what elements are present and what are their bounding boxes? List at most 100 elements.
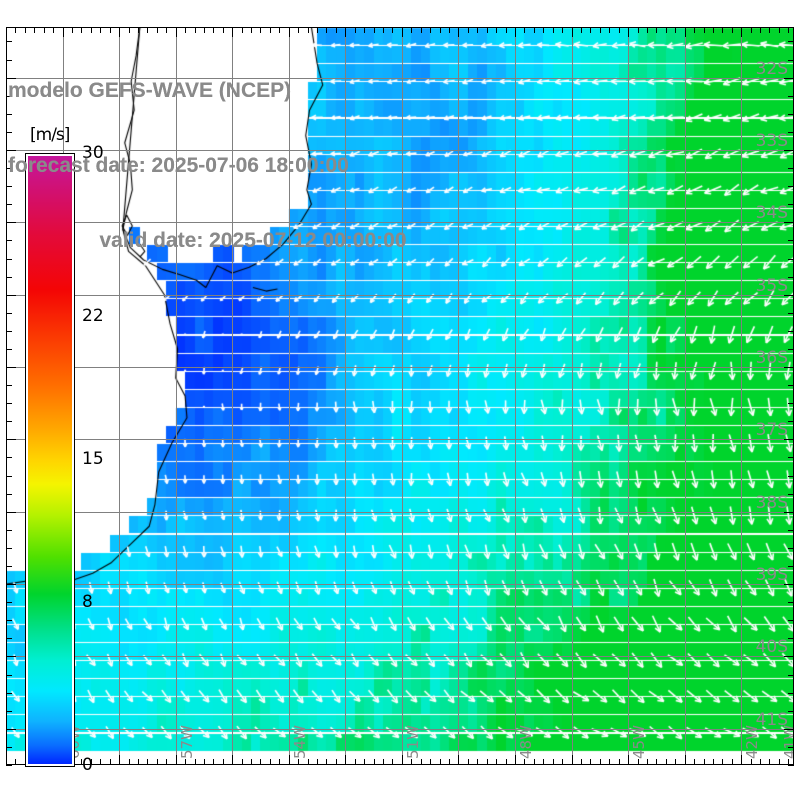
colorbar-tick-label: 0: [82, 755, 93, 775]
tick-top: [345, 27, 346, 37]
colorbar-gradient: [25, 153, 75, 767]
tick-bottom: [600, 759, 601, 765]
tick-top: [685, 27, 686, 37]
tick-bottom: [355, 759, 356, 765]
tick-bottom: [506, 759, 507, 765]
tick-right: [788, 602, 794, 603]
tick-top: [195, 27, 196, 33]
gridline-lat: [6, 150, 794, 151]
gridline-lon: [345, 27, 346, 765]
longitude-label: 45W: [630, 725, 649, 759]
tick-right: [788, 494, 794, 495]
tick-left: [6, 457, 12, 458]
tick-top: [129, 27, 130, 33]
gridline-lon: [628, 27, 629, 765]
tick-top: [760, 27, 761, 33]
tick-bottom: [515, 755, 516, 765]
tick-top: [619, 27, 620, 33]
tick-left: [6, 602, 12, 603]
tick-top: [411, 27, 412, 33]
tick-bottom: [468, 759, 469, 765]
colorbar-unit-label: [m/s]: [30, 125, 70, 145]
tick-bottom: [185, 759, 186, 765]
tick-bottom: [458, 755, 459, 765]
title-block: modelo GEFS-WAVE (NCEP) forecast date: 2…: [8, 28, 498, 303]
tick-bottom: [392, 759, 393, 765]
tick-bottom: [685, 755, 686, 765]
tick-bottom: [430, 759, 431, 765]
tick-bottom: [279, 759, 280, 765]
gridline-lon: [515, 27, 516, 765]
tick-top: [213, 27, 214, 33]
tick-bottom: [138, 759, 139, 765]
latitude-label: 34S: [755, 203, 788, 224]
tick-bottom: [675, 759, 676, 765]
tick-top: [722, 27, 723, 33]
latitude-label: 38S: [755, 492, 788, 513]
tick-right: [788, 693, 794, 694]
tick-left: [6, 765, 12, 766]
tick-right: [788, 530, 794, 531]
tick-right: [788, 476, 794, 477]
forecast-date-label: forecast date: 2025-07-06 18:00:00: [8, 154, 349, 177]
longitude-label: 42W: [743, 725, 762, 759]
tick-bottom: [213, 759, 214, 765]
tick-top: [562, 27, 563, 33]
tick-right: [784, 78, 794, 79]
tick-right: [788, 186, 794, 187]
tick-bottom: [147, 759, 148, 765]
longitude-label: 54W: [290, 725, 309, 759]
tick-left: [6, 656, 16, 657]
tick-bottom: [732, 759, 733, 765]
gridline-lat: [6, 295, 794, 296]
tick-left: [6, 403, 12, 404]
tick-top: [34, 27, 35, 33]
tick-top: [166, 27, 167, 33]
tick-top: [251, 27, 252, 33]
tick-bottom: [449, 759, 450, 765]
tick-right: [788, 240, 794, 241]
gridline-lon: [458, 27, 459, 765]
gridline-lat: [6, 584, 794, 585]
tick-left: [6, 259, 12, 260]
tick-top: [534, 27, 535, 33]
tick-bottom: [581, 759, 582, 765]
tick-left: [6, 421, 12, 422]
tick-bottom: [741, 755, 742, 765]
tick-bottom: [562, 759, 563, 765]
tick-top: [581, 27, 582, 33]
tick-right: [788, 349, 794, 350]
map-plot-area[interactable]: 60W57W54W51W48W45W42W41W 32S33S34S35S36S…: [6, 27, 794, 765]
tick-top: [110, 27, 111, 33]
tick-top: [468, 27, 469, 33]
tick-bottom: [326, 759, 327, 765]
tick-bottom: [694, 759, 695, 765]
tick-right: [788, 132, 794, 133]
gridline-lon: [402, 27, 403, 765]
tick-top: [100, 27, 101, 33]
tick-bottom: [166, 759, 167, 765]
tick-bottom: [609, 759, 610, 765]
tick-bottom: [666, 759, 667, 765]
tick-bottom: [345, 755, 346, 765]
tick-right: [788, 457, 794, 458]
gridline-lat: [6, 512, 794, 513]
gridline-lat: [6, 656, 794, 657]
tick-right: [784, 656, 794, 657]
latitude-label: 32S: [755, 58, 788, 79]
tick-bottom: [317, 759, 318, 765]
tick-right: [788, 421, 794, 422]
tick-left: [6, 240, 12, 241]
tick-bottom: [628, 755, 629, 765]
tick-left: [6, 150, 16, 151]
gridline-lon: [289, 27, 290, 765]
tick-bottom: [647, 759, 648, 765]
tick-left: [6, 711, 12, 712]
tick-top: [364, 27, 365, 33]
tick-right: [784, 439, 794, 440]
tick-bottom: [543, 759, 544, 765]
colorbar-tick-label: 22: [82, 306, 104, 327]
tick-bottom: [6, 755, 7, 765]
gridline-lat: [6, 367, 794, 368]
tick-left: [6, 620, 12, 621]
